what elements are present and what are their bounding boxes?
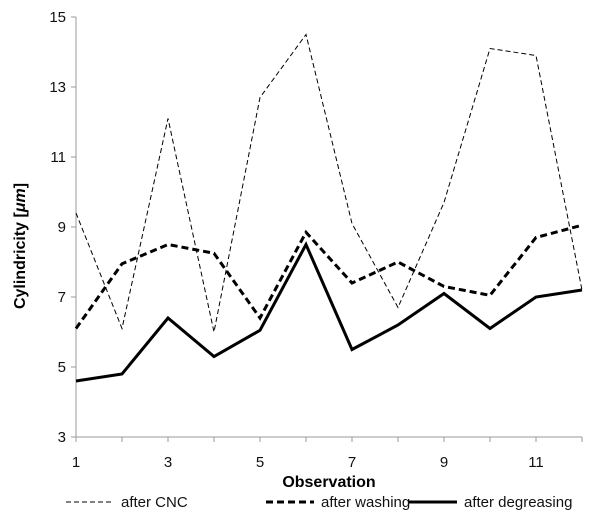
legend: after CNC after washing after degreasing (66, 494, 572, 511)
y-axis-title-unit: μm (12, 188, 29, 213)
x-tick-label: 3 (164, 454, 172, 471)
y-tick-label: 9 (58, 219, 66, 236)
x-axis-title: Observation (282, 474, 375, 491)
series-layer (74, 33, 583, 383)
legend-label-after-degreasing: after degreasing (464, 494, 572, 511)
x-tick-label: 1 (72, 454, 80, 471)
series-line-after-degreasing (75, 241, 583, 383)
y-tick-label: 3 (58, 429, 66, 446)
x-tick-label: 9 (440, 454, 448, 471)
legend-label-after-washing: after washing (321, 494, 410, 511)
y-axis-title: Cylindricity [μm] (12, 183, 29, 309)
y-tick-label: 5 (58, 359, 66, 376)
x-tick-label: 11 (528, 454, 544, 471)
x-axis-ticks: 1 3 5 7 9 11 (72, 437, 583, 471)
x-tick-label: 7 (348, 454, 356, 471)
series-line-after-cnc (75, 33, 583, 333)
y-tick-label: 11 (50, 149, 66, 166)
legend-label-after-cnc: after CNC (121, 494, 188, 511)
y-tick-label: 7 (58, 289, 66, 306)
x-tick-label: 5 (256, 454, 264, 471)
y-axis-title-close: ] (12, 183, 29, 188)
y-axis-ticks: 3 5 7 9 11 13 15 (49, 9, 76, 446)
y-tick-label: 15 (49, 9, 66, 26)
y-tick-label: 13 (49, 79, 66, 96)
y-axis-title-main: Cylindricity [ (12, 211, 29, 309)
series-line-after-washing (74, 223, 583, 330)
